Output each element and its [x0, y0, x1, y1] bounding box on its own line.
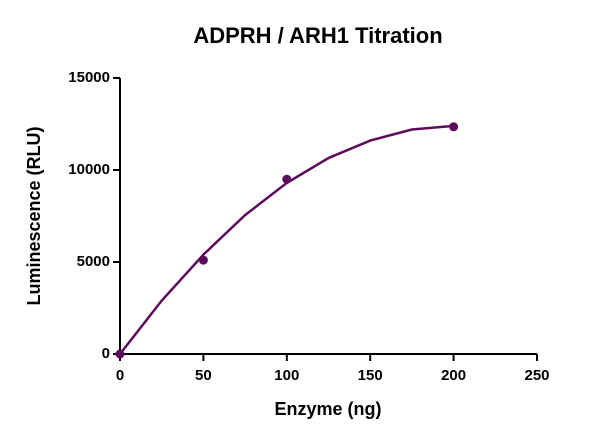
y-tick-label: 5000: [77, 253, 110, 270]
x-tick-label: 100: [274, 367, 299, 384]
x-axis-label: Enzyme (ng): [274, 399, 381, 419]
y-tick-label: 0: [102, 345, 110, 362]
x-tick-label: 200: [441, 367, 466, 384]
x-tick-label: 250: [524, 367, 549, 384]
chart-title: ADPRH / ARH1 Titration: [193, 23, 442, 48]
y-tick-label: 15000: [68, 69, 110, 86]
fit-curve: [119, 124, 454, 355]
x-tick-label: 150: [358, 367, 383, 384]
x-tick-label: 0: [116, 367, 124, 384]
y-axis-label: Luminescence (RLU): [24, 126, 44, 305]
x-tick-label: 50: [195, 367, 212, 384]
y-tick-label: 10000: [68, 161, 110, 178]
